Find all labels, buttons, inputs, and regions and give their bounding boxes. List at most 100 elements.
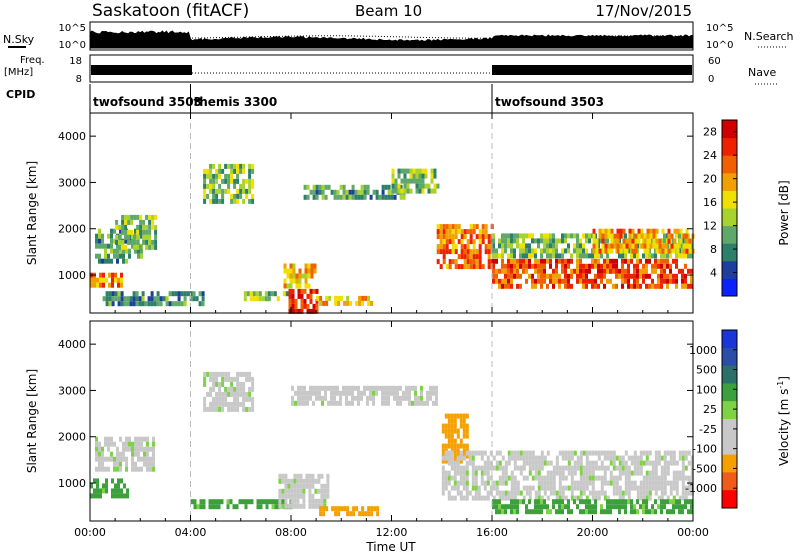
data-cell [442,239,446,245]
data-cell [669,278,672,284]
data-cell [600,485,604,491]
velocity-colorbar-frame [721,329,738,509]
data-cell [239,371,243,377]
data-cell [288,288,292,294]
data-cell [441,443,445,449]
data-cell [567,485,571,491]
data-cell [504,460,508,466]
data-cell [120,291,124,297]
data-cell [528,455,532,461]
data-cell [199,499,203,505]
data-cell [108,272,111,278]
data-cell [537,475,541,481]
data-cell [601,233,605,239]
data-cell [657,263,660,269]
data-cell [670,243,674,249]
data-cell [123,493,126,499]
data-cell [258,291,262,297]
data-cell [300,293,304,299]
data-cell [105,291,109,297]
data-cell [390,194,394,200]
data-cell [451,224,455,230]
data-cell [552,480,556,486]
data-cell [459,455,463,461]
data-cell [534,475,538,481]
data-cell [345,189,349,195]
data-cell [414,385,417,391]
data-cell [591,485,595,491]
data-cell [426,400,429,406]
data-cell [675,499,678,505]
data-cell [447,455,451,461]
data-cell [366,189,370,195]
data-cell [645,470,649,476]
data-cell [387,390,390,396]
velocity-colorbar-tick-label: -100 [692,443,717,456]
data-cell [445,249,449,255]
data-cell [591,283,594,289]
data-cell [417,400,420,406]
data-cell [132,296,136,302]
data-cell [573,470,577,476]
data-cell [634,248,638,254]
data-cell [306,400,309,406]
data-cell [230,193,234,199]
data-cell [460,264,464,270]
power-colorbar-swatch [722,172,737,191]
data-cell [123,301,127,307]
data-cell [436,249,440,255]
data-cell [212,173,216,179]
data-cell [624,475,628,481]
data-cell [546,504,549,510]
data-cell [633,460,637,466]
data-cell [298,273,302,279]
data-cell [281,503,285,509]
y-tick-label: 1000 [58,477,86,490]
data-cell [248,198,252,204]
data-cell [108,301,112,307]
data-cell [540,499,543,505]
data-cell [648,470,652,476]
data-cell [93,478,96,484]
data-cell [501,253,504,259]
data-cell [549,509,552,515]
data-cell [540,263,543,269]
data-cell [394,178,398,184]
data-cell [543,480,547,486]
data-cell [484,234,488,240]
data-cell [537,460,541,466]
data-cell [203,396,207,402]
data-cell [576,485,580,491]
data-cell [394,183,398,189]
data-cell [546,480,550,486]
data-cell [342,194,346,200]
data-cell [137,436,140,442]
data-cell [454,224,458,230]
data-cell [609,475,613,481]
data-cell [492,504,495,510]
data-cell [206,168,210,174]
data-cell [215,178,219,184]
data-cell [666,480,670,486]
data-cell [663,455,667,461]
data-cell [115,234,119,240]
data-cell [345,390,348,396]
data-cell [242,198,246,204]
data-cell [442,244,446,250]
data-cell [126,493,129,499]
data-cell [621,263,624,269]
data-cell [245,391,249,397]
data-cell [345,395,348,401]
data-cell [609,460,613,466]
y-tick-label: 2000 [58,223,86,236]
data-cell [296,483,300,489]
data-cell [522,233,525,239]
data-cell [624,460,628,466]
data-cell [510,509,513,515]
data-cell [478,249,482,255]
data-cell [238,499,242,505]
data-cell [636,509,639,515]
data-cell [152,446,155,452]
data-cell [639,470,643,476]
data-cell [657,278,660,284]
